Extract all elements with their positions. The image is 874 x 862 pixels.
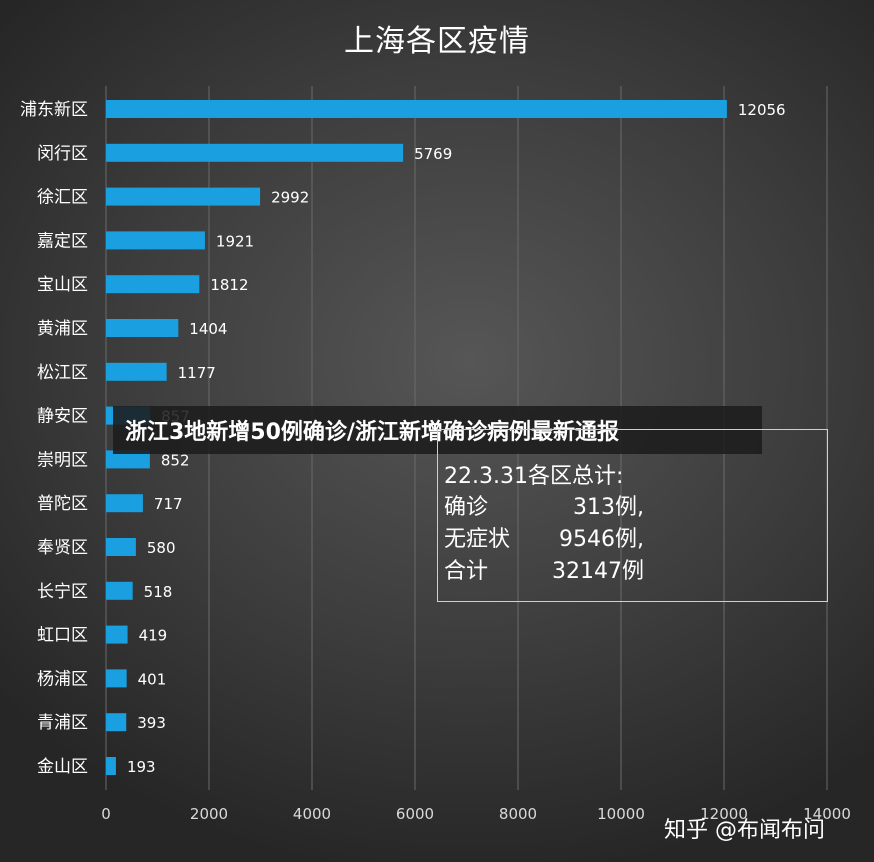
category-label: 普陀区 xyxy=(37,494,88,514)
bar xyxy=(106,362,167,381)
x-tick-label: 2000 xyxy=(190,805,228,823)
chart-title: 上海各区疫情 xyxy=(344,24,530,59)
data-label: 1404 xyxy=(189,320,227,338)
data-label: 12056 xyxy=(738,101,786,119)
bar xyxy=(106,581,133,600)
data-label: 1812 xyxy=(210,276,248,294)
data-label: 5769 xyxy=(414,145,452,163)
summary-heading: 22.3.31各区总计: xyxy=(444,464,624,489)
category-label: 黄浦区 xyxy=(37,319,88,339)
data-label: 1177 xyxy=(178,364,216,382)
category-label: 徐汇区 xyxy=(37,188,88,208)
summary-label: 无症状 xyxy=(444,527,511,552)
bar xyxy=(106,143,404,162)
summary-value: 9546例, xyxy=(559,527,644,552)
bar xyxy=(106,319,179,337)
category-label: 崇明区 xyxy=(37,450,88,470)
data-label: 518 xyxy=(144,583,173,601)
x-tick-label: 0 xyxy=(101,805,111,823)
data-label: 717 xyxy=(154,495,183,513)
bar xyxy=(106,450,150,469)
bar xyxy=(106,538,136,556)
bar xyxy=(106,100,727,118)
category-label: 长宁区 xyxy=(37,582,88,602)
category-label: 静安区 xyxy=(37,407,88,427)
x-tick-label: 14000 xyxy=(803,805,851,823)
bar xyxy=(106,275,200,294)
summary-value: 32147例 xyxy=(552,559,644,584)
category-label: 嘉定区 xyxy=(37,231,88,251)
data-label: 193 xyxy=(127,758,156,776)
x-tick-label: 12000 xyxy=(700,805,748,823)
category-label: 闵行区 xyxy=(37,144,88,164)
category-label: 虹口区 xyxy=(37,626,88,646)
data-label: 2992 xyxy=(271,189,309,207)
bar xyxy=(106,231,205,250)
bar xyxy=(106,187,261,206)
bar xyxy=(106,669,127,688)
data-label: 852 xyxy=(161,451,190,469)
x-tick-label: 8000 xyxy=(499,805,537,823)
category-label: 杨浦区 xyxy=(37,669,88,689)
data-label: 1921 xyxy=(216,232,254,250)
bar xyxy=(106,713,127,732)
data-label: 393 xyxy=(137,714,166,732)
x-tick-label: 4000 xyxy=(293,805,331,823)
category-label: 松江区 xyxy=(37,363,88,383)
watermark: 知乎 @布闻布问 xyxy=(664,818,825,843)
x-tick-label: 6000 xyxy=(396,805,434,823)
data-label: 401 xyxy=(138,670,167,688)
summary-label: 确诊 xyxy=(444,495,489,520)
bar xyxy=(106,757,116,775)
data-label: 419 xyxy=(139,627,168,645)
category-label: 奉贤区 xyxy=(37,538,88,558)
summary-box: 22.3.31各区总计: 确诊 313例, 无症状 9546例, 合计 3214… xyxy=(437,429,828,602)
data-label: 580 xyxy=(147,539,176,557)
category-label: 青浦区 xyxy=(37,713,88,733)
bar xyxy=(106,625,128,644)
x-tick-label: 10000 xyxy=(597,805,645,823)
bar xyxy=(106,494,143,513)
summary-value: 313例, xyxy=(573,495,644,520)
category-label: 浦东新区 xyxy=(20,100,88,120)
category-label: 宝山区 xyxy=(37,275,88,295)
category-label: 金山区 xyxy=(37,757,88,777)
overlay-banner-text: 浙江3地新增50例确诊/浙江新增确诊病例最新通报 xyxy=(125,420,619,445)
summary-label: 合计 xyxy=(444,559,489,584)
